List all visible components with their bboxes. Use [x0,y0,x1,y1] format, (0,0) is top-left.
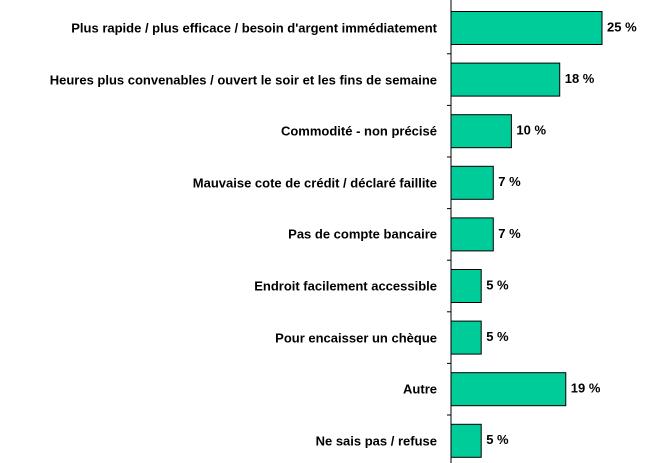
category-label: Commodité - non précisé [280,123,437,139]
category-label: Ne sais pas / refuse [315,433,437,449]
category-label-box: Commodité - non précisé [0,123,437,140]
value-label: 18 % [565,71,595,86]
bar [450,269,482,303]
category-label: Endroit facilement accessible [254,278,437,294]
bar [450,217,494,252]
bar [450,423,482,458]
value-label: 25 % [607,19,637,34]
value-label: 5 % [486,277,509,292]
category-label: Plus rapide / plus efficace / besoin d'a… [71,20,437,36]
category-label-box: Heures plus convenables / ouvert le soir… [0,71,437,88]
category-label: Autre [403,381,437,397]
bar [450,62,561,97]
value-label: 7 % [498,226,521,241]
category-label: Heures plus convenables / ouvert le soir… [49,72,437,88]
value-label: 5 % [486,329,509,344]
bar [450,114,512,149]
category-label: Mauvaise cote de crédit / déclaré failli… [192,175,437,191]
category-label: Pour encaisser un chèque [275,330,437,346]
category-label-box: Mauvaise cote de crédit / déclaré failli… [0,174,437,191]
category-label-box: Pour encaisser un chèque [0,329,437,346]
category-label-box: Plus rapide / plus efficace / besoin d'a… [0,20,437,37]
category-label-box: Pas de compte bancaire [0,226,437,243]
bar [450,320,482,355]
bar [450,372,567,407]
value-label: 7 % [498,174,521,189]
bar [450,11,603,45]
category-label-box: Ne sais pas / refuse [0,432,437,449]
value-label: 19 % [571,381,601,396]
value-label: 5 % [486,432,509,447]
category-label-box: Autre [0,381,437,398]
category-label: Pas de compte bancaire [288,226,437,242]
value-label: 10 % [516,123,546,138]
bar [450,165,494,200]
category-label-box: Endroit facilement accessible [0,278,437,295]
